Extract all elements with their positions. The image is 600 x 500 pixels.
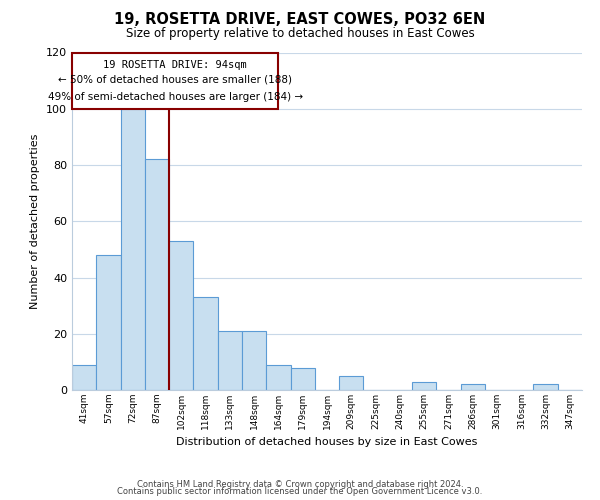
Bar	[121, 109, 145, 390]
Y-axis label: Number of detached properties: Number of detached properties	[31, 134, 40, 309]
Text: Contains public sector information licensed under the Open Government Licence v3: Contains public sector information licen…	[118, 488, 482, 496]
Bar	[266, 364, 290, 390]
X-axis label: Distribution of detached houses by size in East Cowes: Distribution of detached houses by size …	[176, 438, 478, 448]
Bar	[461, 384, 485, 390]
Bar	[412, 382, 436, 390]
Bar	[218, 331, 242, 390]
Text: 19 ROSETTA DRIVE: 94sqm: 19 ROSETTA DRIVE: 94sqm	[103, 60, 247, 70]
Bar	[193, 297, 218, 390]
Text: 19, ROSETTA DRIVE, EAST COWES, PO32 6EN: 19, ROSETTA DRIVE, EAST COWES, PO32 6EN	[115, 12, 485, 28]
Bar	[169, 241, 193, 390]
FancyBboxPatch shape	[72, 52, 278, 109]
Bar	[242, 331, 266, 390]
Bar	[145, 160, 169, 390]
Text: 49% of semi-detached houses are larger (184) →: 49% of semi-detached houses are larger (…	[47, 92, 303, 102]
Bar	[96, 255, 121, 390]
Text: ← 50% of detached houses are smaller (188): ← 50% of detached houses are smaller (18…	[58, 75, 292, 85]
Text: Size of property relative to detached houses in East Cowes: Size of property relative to detached ho…	[125, 28, 475, 40]
Bar	[339, 376, 364, 390]
Text: Contains HM Land Registry data © Crown copyright and database right 2024.: Contains HM Land Registry data © Crown c…	[137, 480, 463, 489]
Bar	[533, 384, 558, 390]
Bar	[290, 368, 315, 390]
Bar	[72, 364, 96, 390]
